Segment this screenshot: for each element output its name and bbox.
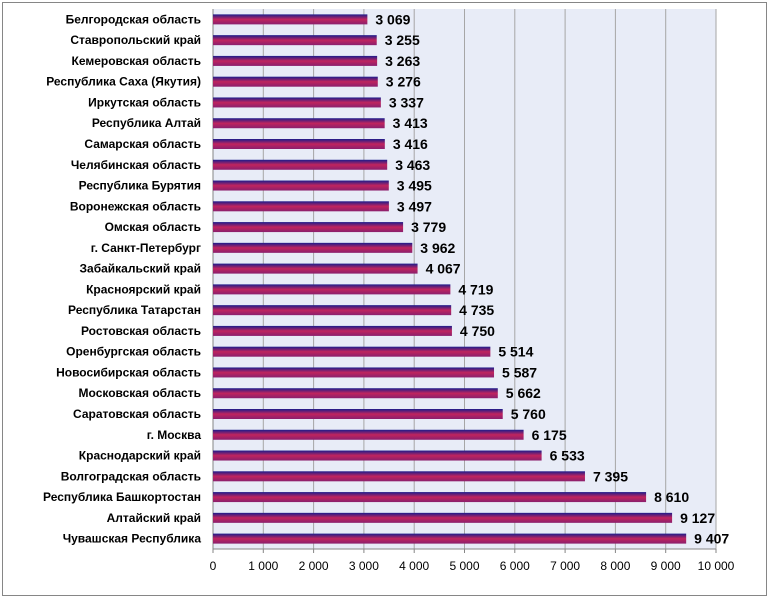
bar xyxy=(213,325,452,336)
category-label: Забайкальский край xyxy=(80,262,202,276)
x-axis-ticks: 0 1 000 2 000 3 000 4 000 5 000 6 000 7 000 8 00… xyxy=(210,549,735,573)
category-label: Волгоградская область xyxy=(61,469,201,483)
data-label: 3 255 xyxy=(385,32,420,48)
data-label: 4 719 xyxy=(458,281,493,297)
value-labels: 3 069 3 255 3 263 3 276 3 337 3 413 3 416 3 463… xyxy=(375,11,729,546)
category-label: Московская область xyxy=(79,386,201,400)
bar xyxy=(213,263,418,274)
data-label: 9 127 xyxy=(680,510,715,526)
data-label: 3 263 xyxy=(385,53,420,69)
category-label: Кемеровская область xyxy=(72,54,202,68)
data-label: 3 779 xyxy=(411,219,446,235)
data-label: 5 662 xyxy=(506,385,541,401)
category-label: Оренбургская область xyxy=(66,345,201,359)
category-label: Воронежская область xyxy=(70,199,201,213)
x-tick-label: 8 000 xyxy=(600,559,630,573)
x-tick-label: 1 000 xyxy=(248,559,278,573)
category-label: Иркутская область xyxy=(88,95,201,109)
x-tick-label: 6 000 xyxy=(500,559,530,573)
data-label: 3 337 xyxy=(389,94,424,110)
bar xyxy=(213,492,647,503)
data-label: 6 175 xyxy=(532,427,567,443)
data-label: 3 962 xyxy=(420,240,455,256)
category-label: Краснодарский край xyxy=(79,449,201,463)
data-label: 7 395 xyxy=(593,468,628,484)
data-label: 3 276 xyxy=(386,74,421,90)
bar xyxy=(213,180,389,191)
category-label: Белгородская область xyxy=(66,12,201,26)
bar xyxy=(213,55,378,66)
bar xyxy=(213,533,687,544)
bar-chart: Белгородская область Ставропольский край К… xyxy=(43,9,735,573)
category-label: г. Москва xyxy=(147,428,202,442)
bar xyxy=(213,367,495,378)
bar xyxy=(213,201,389,212)
category-labels: Белгородская область Ставропольский край К… xyxy=(43,12,201,545)
category-label: Республика Бурятия xyxy=(79,179,201,193)
bar xyxy=(213,450,542,461)
category-label: Республика Татарстан xyxy=(68,303,201,317)
category-label: Ростовская область xyxy=(81,324,201,338)
bar xyxy=(213,512,673,523)
category-label: г. Санкт-Петербург xyxy=(91,241,201,255)
data-label: 3 413 xyxy=(393,115,428,131)
category-label: Ставропольский край xyxy=(70,33,201,47)
bar xyxy=(213,97,381,108)
category-label: Самарская область xyxy=(84,137,201,151)
x-tick-label: 10 000 xyxy=(698,559,735,573)
data-label: 9 407 xyxy=(694,531,729,547)
bar xyxy=(213,242,413,253)
data-label: 5 514 xyxy=(498,344,533,360)
category-label: Чувашская Республика xyxy=(63,532,202,546)
bar xyxy=(213,139,385,149)
x-tick-label: 2 000 xyxy=(299,559,329,573)
bar xyxy=(213,346,491,357)
data-label: 3 495 xyxy=(397,178,432,194)
bar xyxy=(213,35,377,46)
data-label: 6 533 xyxy=(550,448,585,464)
x-tick-label: 3 000 xyxy=(349,559,379,573)
category-label: Омская область xyxy=(105,220,201,234)
category-label: Челябинская область xyxy=(71,158,201,172)
bar xyxy=(213,222,404,233)
bar xyxy=(213,159,388,170)
bar xyxy=(213,409,503,419)
bar xyxy=(213,76,378,87)
data-label: 5 760 xyxy=(511,406,546,422)
category-label: Красноярский край xyxy=(86,282,201,296)
x-tick-label: 9 000 xyxy=(651,559,681,573)
bar xyxy=(213,471,585,482)
category-label: Новосибирская область xyxy=(56,365,201,379)
data-label: 4 750 xyxy=(460,323,495,339)
data-label: 3 497 xyxy=(397,198,432,214)
data-label: 4 735 xyxy=(459,302,494,318)
bar xyxy=(213,284,451,295)
category-label: Саратовская область xyxy=(73,407,201,421)
category-label: Республика Саха (Якутия) xyxy=(46,75,201,89)
data-label: 3 463 xyxy=(395,157,430,173)
x-tick-label: 4 000 xyxy=(399,559,429,573)
x-tick-label: 5 000 xyxy=(449,559,479,573)
category-label: Алтайский край xyxy=(107,511,201,525)
category-label: Республика Башкортостан xyxy=(43,490,201,504)
bar xyxy=(213,305,452,316)
bar xyxy=(213,429,524,440)
x-tick-label: 7 000 xyxy=(550,559,580,573)
bar xyxy=(213,118,385,129)
data-label: 3 416 xyxy=(393,136,428,152)
data-label: 4 067 xyxy=(426,261,461,277)
data-label: 5 587 xyxy=(502,364,537,380)
bar xyxy=(213,14,368,25)
bar xyxy=(213,388,498,399)
x-tick-label: 0 xyxy=(210,559,217,573)
bars xyxy=(213,14,687,544)
data-label: 3 069 xyxy=(375,11,410,27)
category-label: Республика Алтай xyxy=(92,116,201,130)
data-label: 8 610 xyxy=(654,489,689,505)
